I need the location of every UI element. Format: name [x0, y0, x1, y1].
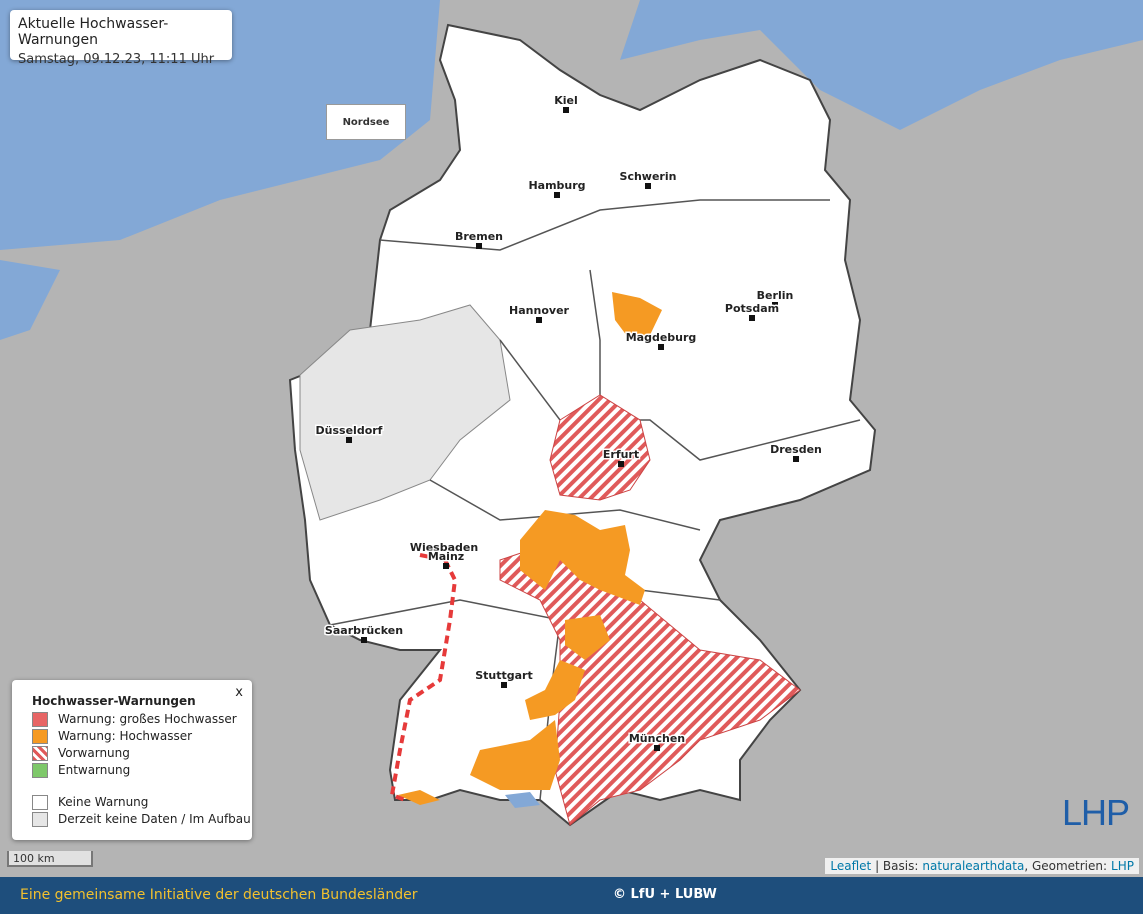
city-label: Saarbrücken: [325, 624, 403, 637]
legend-item: Derzeit keine Daten / Im Aufbau: [32, 811, 251, 827]
city-marker: [441, 554, 447, 560]
hatched-region: [499, 539, 801, 826]
attribution: Leaflet | Basis: naturalearthdata, Geomet…: [825, 858, 1139, 874]
legend-item: Warnung: Hochwasser: [32, 728, 192, 744]
city-marker: [536, 317, 542, 323]
geometry-link[interactable]: LHP: [1111, 859, 1134, 873]
sea-inlet: [0, 260, 60, 340]
city-marker: [654, 745, 660, 751]
attribution-text: , Geometrien:: [1024, 859, 1108, 873]
no-data-region: [299, 304, 511, 521]
legend: Hochwasser-Warnungen x Warnung: großes H…: [12, 680, 252, 840]
city-marker: [749, 315, 755, 321]
warning-regions: [398, 292, 662, 805]
city-label: Berlin: [757, 289, 794, 302]
city-label: Magdeburg: [626, 331, 697, 344]
legend-label: Warnung: Hochwasser: [58, 729, 193, 743]
legend-title: Hochwasser-Warnungen: [32, 694, 196, 708]
city-marker: [361, 637, 367, 643]
city-label: Hamburg: [528, 179, 585, 192]
city-label: Düsseldorf: [316, 424, 383, 437]
city-label: Potsdam: [725, 302, 779, 315]
legend-label: Entwarnung: [58, 763, 131, 777]
city-label: Erfurt: [603, 448, 639, 461]
legend-close[interactable]: x: [235, 685, 243, 700]
city-label: München: [629, 732, 685, 745]
legend-item: Keine Warnung: [32, 794, 148, 810]
footer-copyright: © LfU + LUBW: [613, 887, 717, 902]
city-marker: [793, 456, 799, 462]
subtitle: Samstag, 09.12.23, 11:11 Uhr: [18, 52, 215, 67]
city-marker: [443, 563, 449, 569]
logo: LHP: [1062, 792, 1130, 833]
footer-initiative: Eine gemeinsame Initiative der deutschen…: [20, 887, 418, 903]
city-marker: [618, 461, 624, 467]
city-marker: [772, 302, 778, 308]
city-marker: [645, 183, 651, 189]
city-label: Dresden: [770, 443, 822, 456]
title: Aktuelle Hochwasser-Warnungen: [18, 16, 169, 48]
cities: Kiel Hamburg Schwerin Bremen Hannover BerlinP…: [314, 93, 823, 751]
city-marker: [563, 107, 569, 113]
footer: Eine gemeinsame Initiative der deutschen…: [0, 877, 1143, 914]
city-label: Bremen: [455, 230, 503, 243]
city-marker: [554, 192, 560, 198]
city-marker: [658, 344, 664, 350]
city-label: Kiel: [554, 94, 578, 107]
city-label: Wiesbaden: [410, 541, 478, 554]
attribution-text: | Basis:: [875, 859, 919, 873]
legend-label: Keine Warnung: [58, 795, 149, 809]
city-marker: [476, 243, 482, 249]
legend-item: Entwarnung: [32, 762, 130, 778]
legend-label: Vorwarnung: [58, 746, 130, 760]
legend-item: Warnung: großes Hochwasser: [32, 711, 237, 727]
title-box: Aktuelle Hochwasser-Warnungen Samstag, 0…: [10, 10, 232, 67]
sea-label: Nordsee: [326, 104, 406, 140]
legend-label: Derzeit keine Daten / Im Aufbau: [58, 812, 251, 826]
scale-bar: 100 km: [7, 851, 93, 867]
legend-item: Vorwarnung: [32, 745, 130, 761]
map[interactable]: Kiel Hamburg Schwerin Bremen Hannover BerlinP…: [0, 0, 1143, 877]
leaflet-link[interactable]: Leaflet: [830, 859, 872, 873]
legend-label: Warnung: großes Hochwasser: [58, 712, 237, 726]
lake: [505, 792, 540, 808]
hatched-region: [549, 394, 651, 501]
city-label: Schwerin: [620, 170, 677, 183]
city-label: Hannover: [509, 304, 569, 317]
city-marker: [501, 682, 507, 688]
basis-link[interactable]: naturalearthdata: [922, 859, 1025, 873]
city-label: Stuttgart: [475, 669, 533, 682]
city-label: Mainz: [428, 550, 464, 563]
city-marker: [346, 437, 352, 443]
